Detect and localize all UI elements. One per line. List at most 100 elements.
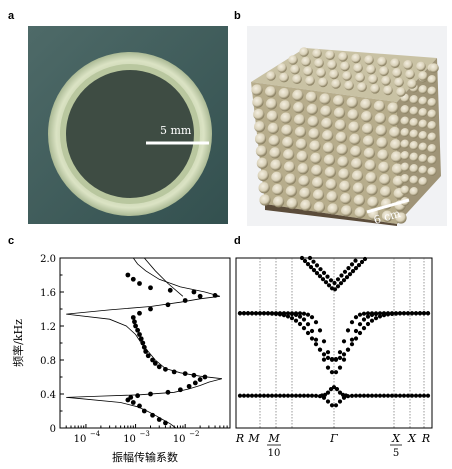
chart-d-point bbox=[353, 336, 359, 341]
chart-d-point bbox=[350, 269, 356, 274]
chart-d-point bbox=[337, 355, 343, 360]
chart-d-point bbox=[341, 352, 347, 357]
chart-d-point bbox=[393, 311, 399, 316]
chart-c-point bbox=[167, 287, 173, 293]
chart-c-xtick-label: 10 bbox=[173, 434, 186, 445]
chart-d-point bbox=[369, 312, 375, 317]
chart-d-point bbox=[313, 342, 319, 347]
chart-d-point bbox=[314, 271, 320, 276]
chart-d-point bbox=[349, 393, 355, 398]
chart-c-point bbox=[132, 319, 137, 325]
scale-bar-b bbox=[366, 198, 410, 214]
chart-d-point bbox=[353, 266, 359, 271]
chart-d-point bbox=[356, 263, 362, 268]
chart-d-point bbox=[353, 328, 359, 334]
chart-d-point bbox=[285, 311, 291, 316]
chart-d-point bbox=[326, 283, 332, 288]
chart-d-point bbox=[305, 262, 311, 267]
chart-d-point bbox=[325, 350, 331, 355]
panel-label-a: a bbox=[8, 10, 15, 22]
chart-d-point bbox=[307, 255, 313, 261]
chart-c-xlabel: 振幅传输系数 bbox=[112, 450, 178, 464]
chart-d-point bbox=[332, 287, 338, 292]
chart-d-point bbox=[342, 269, 348, 274]
chart-d-point bbox=[317, 274, 323, 279]
chart-d-point bbox=[361, 311, 367, 316]
chart-d-point bbox=[317, 328, 323, 333]
chart-c-point bbox=[163, 366, 168, 372]
chart-d-point bbox=[337, 350, 343, 355]
chart-d-point bbox=[381, 393, 387, 398]
chart-d-point bbox=[281, 393, 287, 398]
chart-c-xtick-label: 10 bbox=[123, 434, 136, 445]
chart-d-point bbox=[321, 352, 327, 357]
chart-d-point bbox=[308, 265, 314, 270]
chart-d-point bbox=[277, 312, 283, 317]
chart-d-point bbox=[377, 311, 383, 316]
chart-c-point bbox=[148, 306, 153, 312]
chart-c-ylabel: 频率/kHz bbox=[11, 319, 25, 367]
chart-c-point bbox=[165, 302, 171, 308]
chart-d-point bbox=[365, 311, 371, 316]
chart-d-point bbox=[349, 262, 355, 267]
chart-d-point bbox=[265, 311, 271, 316]
chart-d-point bbox=[305, 330, 311, 336]
chart-d-point bbox=[401, 393, 407, 398]
chart-c-point bbox=[191, 289, 197, 295]
chart-d-point bbox=[362, 256, 368, 262]
chart-d-point bbox=[329, 370, 335, 375]
chart-c-ytick-label: 1.6 bbox=[40, 288, 56, 299]
chart-d-point bbox=[417, 393, 423, 398]
chart-d-point bbox=[289, 311, 295, 317]
chart-d-point bbox=[385, 393, 391, 398]
chart-d-point bbox=[389, 393, 395, 398]
chart-d-point bbox=[309, 328, 315, 334]
chart-d-point bbox=[302, 258, 308, 264]
chart-d-point bbox=[293, 312, 299, 317]
chart-d-point bbox=[373, 316, 379, 321]
chart-d-xtick-label: X bbox=[391, 432, 401, 445]
chart-d-point bbox=[299, 255, 305, 261]
chart-c-point bbox=[125, 272, 131, 278]
chart-d-point bbox=[329, 403, 335, 408]
chart-c-point bbox=[202, 374, 208, 380]
chart-d-point bbox=[365, 393, 371, 398]
chart-d-point bbox=[328, 387, 334, 392]
chart-c-point bbox=[163, 420, 168, 426]
chart-c-point bbox=[135, 393, 141, 399]
chart-c-point bbox=[140, 340, 146, 346]
chart-d-point bbox=[313, 337, 319, 342]
chart-c-point bbox=[165, 389, 171, 395]
chart-d-point bbox=[335, 284, 341, 289]
chart-d-point bbox=[338, 281, 344, 286]
chart-d-point bbox=[381, 313, 387, 318]
chart-d-point bbox=[273, 393, 279, 398]
photo-ring: 5 mm bbox=[28, 26, 228, 224]
chart-d-point bbox=[361, 393, 367, 398]
chart-c-point bbox=[133, 323, 138, 329]
chart-d-point bbox=[269, 393, 275, 398]
chart-d-point bbox=[337, 365, 343, 370]
chart-d-point bbox=[249, 311, 255, 316]
scale-text-a: 5 mm bbox=[160, 124, 192, 137]
chart-d-point bbox=[329, 357, 335, 362]
chart-d-point bbox=[269, 311, 275, 316]
chart-d-xtick-label: Γ bbox=[329, 432, 338, 445]
chart-d-point bbox=[373, 311, 379, 317]
chart-c-point bbox=[143, 349, 149, 354]
chart-d-point bbox=[257, 393, 263, 398]
chart-c-point bbox=[135, 327, 141, 333]
chart-c-point bbox=[182, 298, 188, 303]
chart-c-point bbox=[182, 371, 188, 376]
chart-d-point bbox=[346, 266, 351, 271]
chart-d-point bbox=[357, 393, 363, 398]
chart-c-xtick-exp: −2 bbox=[189, 430, 199, 438]
chart-d-point bbox=[401, 311, 407, 316]
chart-d-point bbox=[413, 311, 419, 316]
chart-d-point bbox=[353, 258, 358, 263]
chart-d-point bbox=[409, 393, 415, 398]
chart-c: 频率/kHz 振幅传输系数 00.40.81.21.62.010 −4 10 −3 10… bbox=[11, 254, 231, 464]
chart-d-xtick-label: M bbox=[267, 432, 280, 445]
chart-d-point bbox=[305, 393, 311, 398]
chart-c-point bbox=[130, 400, 136, 405]
